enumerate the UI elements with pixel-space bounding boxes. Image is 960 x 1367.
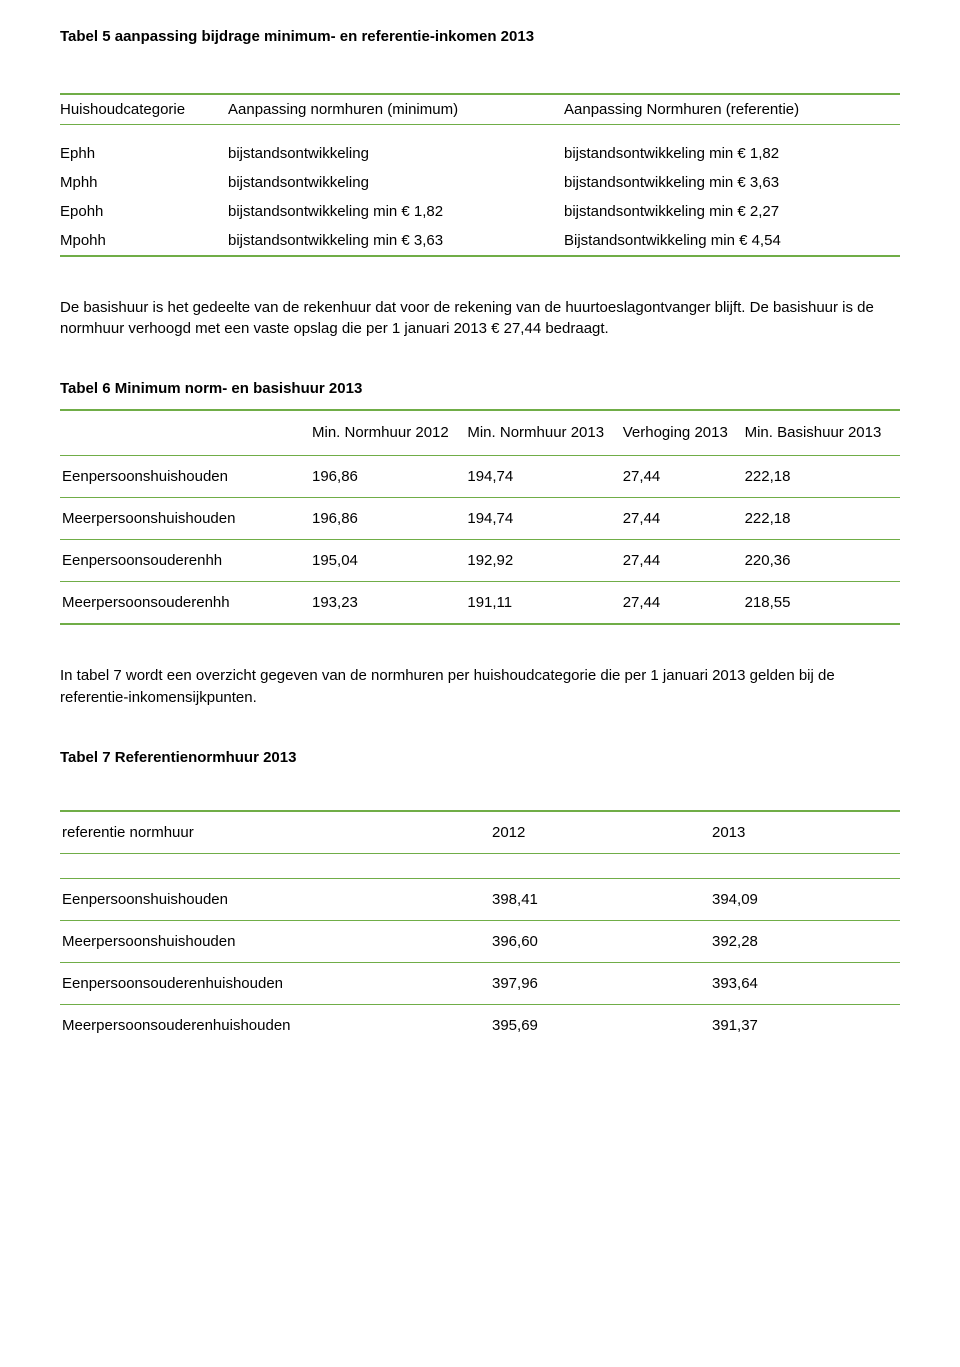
table-row: Eenpersoonsouderenhuishouden 397,96 393,… (60, 962, 900, 1004)
table5-header-row: Huishoudcategorie Aanpassing normhuren (… (60, 94, 900, 125)
table5-title: Tabel 5 aanpassing bijdrage minimum- en … (60, 28, 900, 45)
cell: Eenpersoonshuishouden (60, 456, 312, 498)
cell: bijstandsontwikkeling min € 1,82 (228, 197, 564, 226)
cell: 196,86 (312, 498, 467, 540)
cell: Ephh (60, 139, 228, 168)
table-row: Eenpersoonshuishouden 398,41 394,09 (60, 878, 900, 920)
cell: Meerpersoonsouderenhh (60, 582, 312, 625)
table-row: Eenpersoonsouderenhh 195,04 192,92 27,44… (60, 540, 900, 582)
table-row: Meerpersoonsouderenhuishouden 395,69 391… (60, 1004, 900, 1046)
cell: Meerpersoonshuishouden (60, 920, 492, 962)
table-row: Eenpersoonshuishouden 196,86 194,74 27,4… (60, 456, 900, 498)
table-row: Meerpersoonsouderenhh 193,23 191,11 27,4… (60, 582, 900, 625)
table-row: Mphh bijstandsontwikkeling bijstandsontw… (60, 168, 900, 197)
table6-col1: Min. Normhuur 2012 (312, 410, 467, 456)
table5-col2: Aanpassing Normhuren (referentie) (564, 94, 900, 125)
cell: 392,28 (712, 920, 900, 962)
table7-col0: referentie normhuur (60, 811, 492, 854)
table-row: Meerpersoonshuishouden 396,60 392,28 (60, 920, 900, 962)
table5-col0: Huishoudcategorie (60, 94, 228, 125)
cell: 393,64 (712, 962, 900, 1004)
cell: Mpohh (60, 226, 228, 256)
cell: 218,55 (745, 582, 900, 625)
cell: 395,69 (492, 1004, 712, 1046)
table-row: Ephh bijstandsontwikkeling bijstandsontw… (60, 139, 900, 168)
cell: 194,74 (467, 498, 622, 540)
cell: bijstandsontwikkeling (228, 168, 564, 197)
cell: 396,60 (492, 920, 712, 962)
table7: referentie normhuur 2012 2013 Eenpersoon… (60, 810, 900, 1046)
cell: Bijstandsontwikkeling min € 4,54 (564, 226, 900, 256)
cell: bijstandsontwikkeling min € 3,63 (228, 226, 564, 256)
table-row: Meerpersoonshuishouden 196,86 194,74 27,… (60, 498, 900, 540)
cell: Mphh (60, 168, 228, 197)
table7-col1: 2012 (492, 811, 712, 854)
table7-header-row: referentie normhuur 2012 2013 (60, 811, 900, 854)
cell: bijstandsontwikkeling (228, 139, 564, 168)
table6-col4: Min. Basishuur 2013 (745, 410, 900, 456)
spacer-row (60, 125, 900, 139)
cell: 394,09 (712, 878, 900, 920)
cell: bijstandsontwikkeling min € 2,27 (564, 197, 900, 226)
cell: 27,44 (623, 498, 745, 540)
cell: Eenpersoonsouderenhuishouden (60, 962, 492, 1004)
cell: 398,41 (492, 878, 712, 920)
cell: 27,44 (623, 540, 745, 582)
cell: 193,23 (312, 582, 467, 625)
cell: 220,36 (745, 540, 900, 582)
cell: 27,44 (623, 582, 745, 625)
table6-title: Tabel 6 Minimum norm- en basishuur 2013 (60, 380, 900, 397)
cell: 27,44 (623, 456, 745, 498)
paragraph-basishuur: De basishuur is het gedeelte van de reke… (60, 297, 900, 341)
table6: Min. Normhuur 2012 Min. Normhuur 2013 Ve… (60, 409, 900, 625)
cell: bijstandsontwikkeling min € 1,82 (564, 139, 900, 168)
table7-title: Tabel 7 Referentienormhuur 2013 (60, 749, 900, 766)
table5: Huishoudcategorie Aanpassing normhuren (… (60, 93, 900, 257)
table5-col1: Aanpassing normhuren (minimum) (228, 94, 564, 125)
paragraph-tabel7-intro: In tabel 7 wordt een overzicht gegeven v… (60, 665, 900, 709)
table7-col2: 2013 (712, 811, 900, 854)
spacer-row (60, 853, 900, 878)
cell: bijstandsontwikkeling min € 3,63 (564, 168, 900, 197)
table6-col2: Min. Normhuur 2013 (467, 410, 622, 456)
cell: 222,18 (745, 456, 900, 498)
cell: Eenpersoonsouderenhh (60, 540, 312, 582)
cell: 191,11 (467, 582, 622, 625)
page: Tabel 5 aanpassing bijdrage minimum- en … (0, 0, 960, 1086)
cell: Meerpersoonshuishouden (60, 498, 312, 540)
table6-col0 (60, 410, 312, 456)
cell: Eenpersoonshuishouden (60, 878, 492, 920)
table6-header-row: Min. Normhuur 2012 Min. Normhuur 2013 Ve… (60, 410, 900, 456)
cell: 391,37 (712, 1004, 900, 1046)
table6-col3: Verhoging 2013 (623, 410, 745, 456)
table-row: Mpohh bijstandsontwikkeling min € 3,63 B… (60, 226, 900, 256)
cell: 397,96 (492, 962, 712, 1004)
cell: 196,86 (312, 456, 467, 498)
spacer (60, 53, 900, 81)
cell: Epohh (60, 197, 228, 226)
cell: 194,74 (467, 456, 622, 498)
cell: Meerpersoonsouderenhuishouden (60, 1004, 492, 1046)
cell: 195,04 (312, 540, 467, 582)
spacer (60, 770, 900, 798)
table-row: Epohh bijstandsontwikkeling min € 1,82 b… (60, 197, 900, 226)
cell: 222,18 (745, 498, 900, 540)
cell: 192,92 (467, 540, 622, 582)
